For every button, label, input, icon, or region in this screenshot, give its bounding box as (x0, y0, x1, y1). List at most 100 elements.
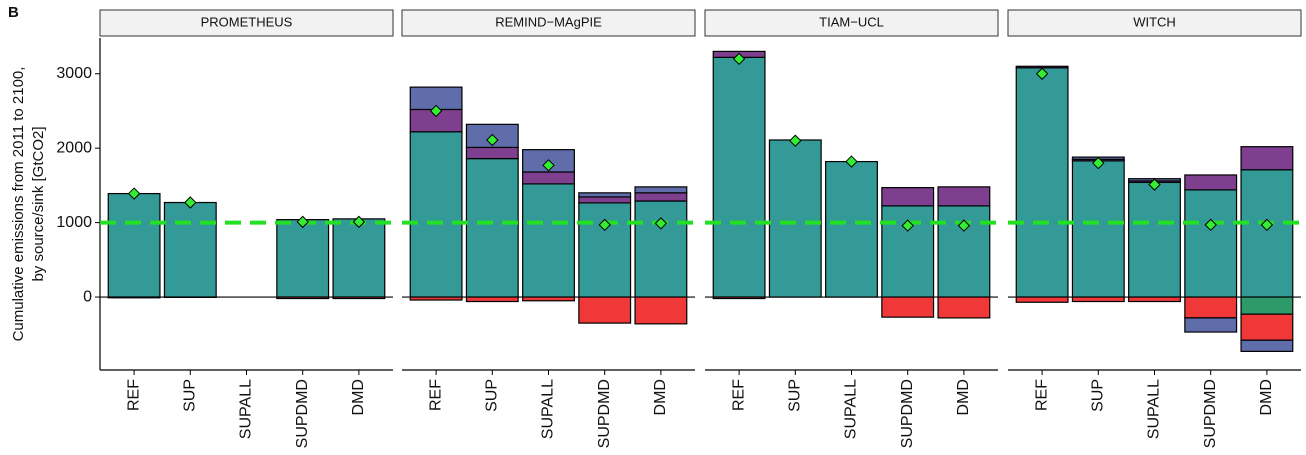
bar-segment (163, 201, 217, 298)
bar-segment (276, 296, 330, 300)
bar-segment (825, 160, 878, 298)
x-tick-label: SUP (787, 379, 804, 412)
facet-title: PROMETHEUS (201, 14, 293, 29)
bar-segment (1071, 296, 1125, 303)
y-axis-label: Cumulative emissions from 2011 to 2100, (10, 67, 27, 342)
bar-segment (1015, 67, 1069, 298)
bar-segment (578, 196, 632, 204)
x-tick-label: REF (125, 379, 142, 411)
net-marker (901, 219, 914, 232)
bar-segment (1184, 296, 1238, 319)
net-marker (654, 217, 668, 230)
bar-segment (409, 296, 463, 301)
bar-segment (1240, 169, 1294, 298)
bar-segment (465, 296, 519, 303)
x-tick-label: DMD (652, 379, 669, 415)
x-tick-label: SUPDMD (294, 379, 311, 448)
facet-title: TIAM−UCL (819, 14, 884, 29)
bar-segment (332, 296, 386, 300)
bar-segment (768, 139, 822, 298)
net-marker (1035, 67, 1049, 80)
net-marker (789, 134, 802, 147)
bar-segment (409, 131, 463, 298)
x-tick-label: REF (427, 379, 444, 411)
x-tick-label: SUPDMD (899, 379, 916, 448)
bar-segment (712, 296, 766, 300)
bar-segment (634, 186, 688, 194)
bar-segment (332, 218, 386, 298)
facet-strip (401, 9, 696, 37)
net-marker (184, 196, 197, 209)
panel-label: B (8, 4, 19, 21)
net-marker (732, 52, 746, 66)
x-tick-label: DMD (350, 379, 367, 415)
x-tick-label: DMD (955, 379, 972, 415)
facet-strip (1007, 9, 1302, 37)
x-tick-label: REF (1033, 379, 1050, 411)
net-marker (486, 133, 499, 147)
x-tick-label: SUPALL (1146, 379, 1163, 439)
y-axis-label: by source/sink [GtCO2] (30, 126, 47, 281)
bar-segment (522, 183, 575, 298)
bar-segment (1240, 339, 1294, 352)
y-tick-label: 2000 (56, 139, 92, 156)
net-marker (957, 219, 971, 232)
bar-segment (937, 296, 991, 319)
x-tick-label: DMD (1258, 379, 1275, 415)
bar-segment (1240, 146, 1294, 171)
net-marker (429, 104, 443, 118)
x-tick-label: SUPDMD (1202, 379, 1219, 448)
bar-segment (522, 171, 575, 185)
net-marker (1092, 156, 1105, 170)
bar-segment (522, 296, 575, 302)
facet-title: WITCH (1133, 14, 1176, 29)
y-tick-label: 1000 (56, 214, 92, 231)
bar-segment (937, 186, 991, 207)
bar-segment (634, 296, 688, 325)
bar-segment (1128, 181, 1181, 298)
net-marker (296, 215, 309, 229)
bar-segment (276, 219, 330, 298)
net-marker (542, 159, 555, 172)
y-tick-label: 3000 (56, 65, 92, 82)
bar-segment (1071, 160, 1125, 298)
x-tick-label: SUPALL (540, 379, 557, 439)
net-marker (1260, 218, 1274, 232)
bar-segment (634, 200, 688, 298)
net-marker (598, 218, 611, 232)
bar-segment (465, 146, 519, 160)
x-tick-label: REF (730, 379, 747, 411)
bar-segment (578, 296, 632, 324)
bar-segment (578, 202, 632, 298)
net-marker (1148, 178, 1161, 191)
x-tick-label: SUPALL (238, 379, 255, 439)
x-tick-label: SUP (182, 379, 199, 412)
facet-title: REMIND−MAgPIE (495, 14, 602, 29)
bar-segment (881, 187, 935, 207)
bar-segment (1184, 317, 1238, 333)
x-tick-label: SUP (1090, 379, 1107, 412)
net-marker (1204, 218, 1217, 232)
bar-segment (578, 192, 632, 198)
net-marker (127, 187, 141, 200)
bar-segment (465, 157, 519, 298)
bar-segment (1015, 296, 1069, 303)
bar-segment (634, 192, 688, 202)
bar-segment (712, 56, 766, 298)
facet-strip (704, 9, 999, 37)
bar-segment (107, 296, 161, 299)
bar-segment (107, 192, 161, 298)
x-tick-label: SUPDMD (596, 379, 613, 448)
bar-segment (1184, 189, 1238, 298)
facet-strip (99, 9, 394, 37)
bar-segment (1184, 174, 1238, 191)
bar-segment (1240, 296, 1294, 315)
net-marker (845, 155, 858, 168)
net-marker (352, 215, 366, 229)
x-tick-label: SUPALL (843, 379, 860, 439)
bar-segment (1128, 296, 1181, 303)
x-tick-label: SUP (484, 379, 501, 412)
bar-segment (881, 296, 935, 318)
